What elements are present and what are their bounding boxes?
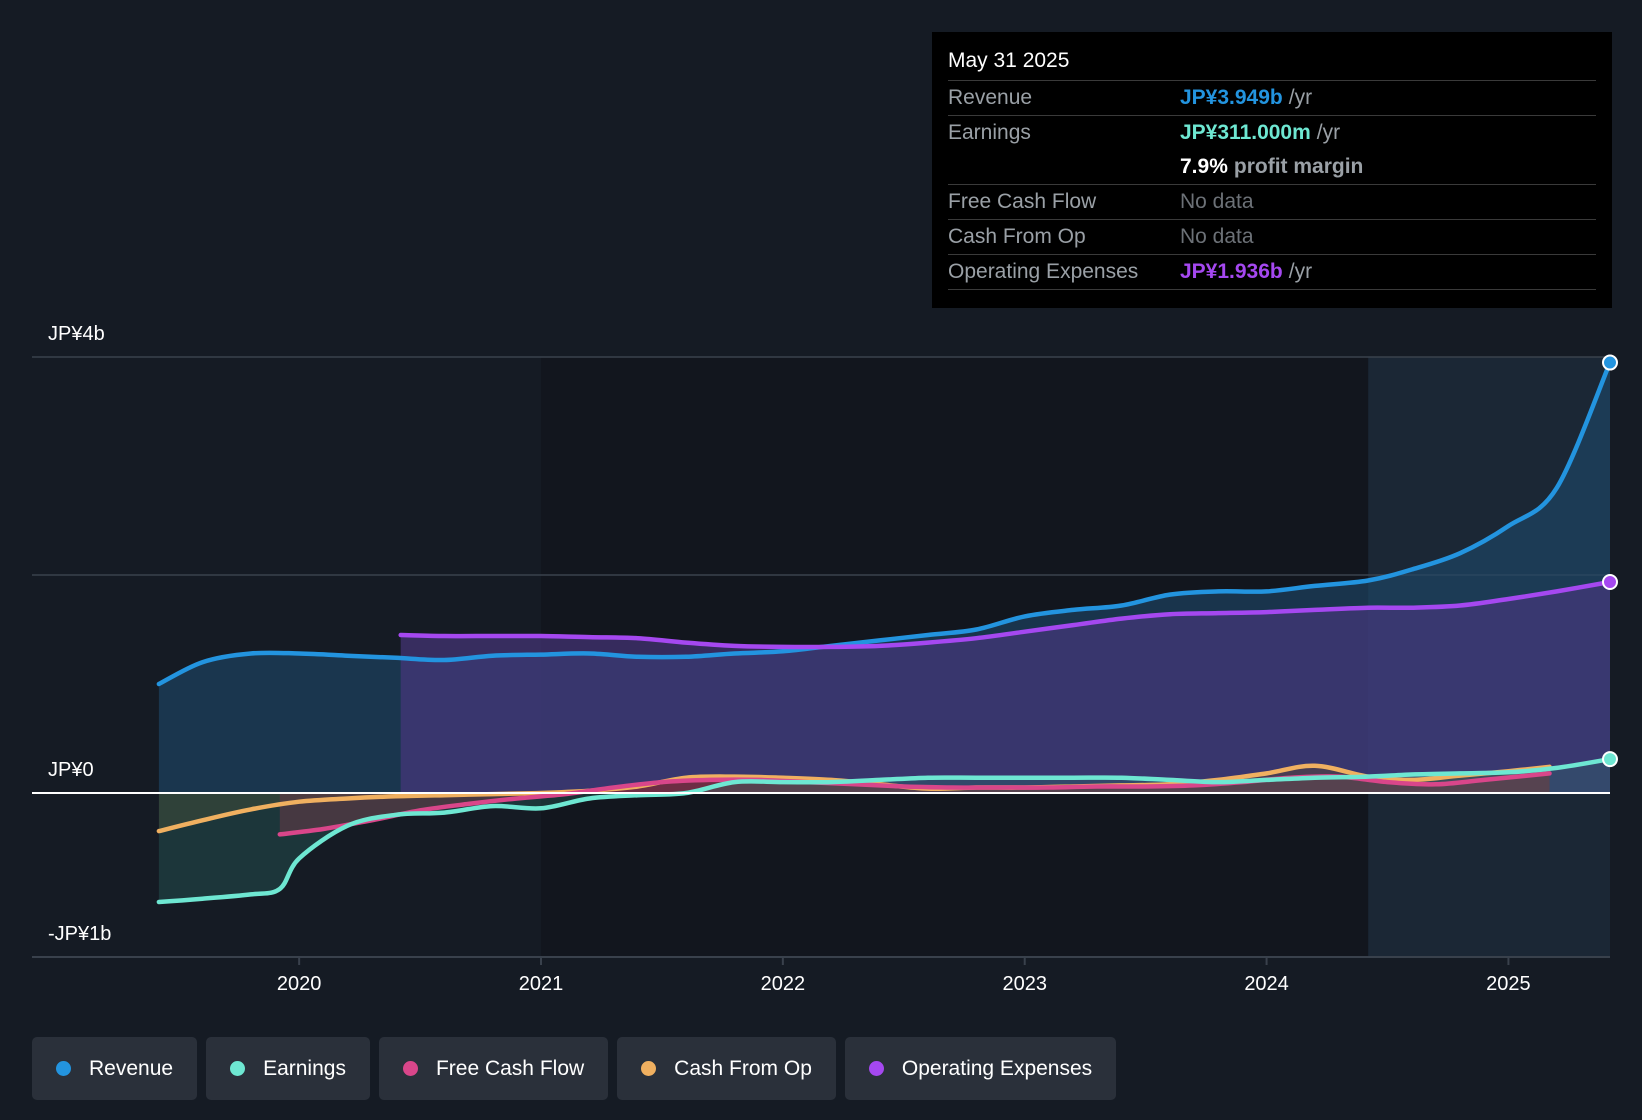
legend-item-operating-expenses[interactable]: Operating Expenses (844, 1037, 1117, 1100)
tooltip-unit-earnings: /yr (1316, 121, 1341, 144)
tooltip-value-cfo: No data (1180, 225, 1254, 248)
tooltip-label-earnings: Earnings (948, 121, 1031, 144)
tooltip-label-opex: Operating Expenses (948, 260, 1139, 283)
tooltip-row-fcf: Free Cash Flow No data (948, 185, 1596, 220)
opex-line (398, 579, 1613, 650)
legend-item-revenue[interactable]: Revenue (32, 1037, 198, 1100)
fcf-area (279, 773, 1550, 835)
x-tick-label-2022: 2022 (761, 973, 806, 995)
legend-label-operating-expenses: Operating Expenses (901, 1056, 1093, 1080)
legend-item-free-cash-flow[interactable]: Free Cash Flow (378, 1037, 609, 1100)
tooltip-value-fcf: No data (1180, 190, 1254, 213)
legend-item-cash-from-op[interactable]: Cash From Op (617, 1037, 836, 1100)
x-tick-label-2020: 2020 (277, 973, 322, 995)
tooltip-row-earnings: Earnings JP¥311.000m /yr (948, 116, 1596, 150)
tooltip-row-opex: Operating Expenses JP¥1.936b /yr (948, 255, 1596, 290)
tooltip-value-opex: JP¥1.936b (1180, 260, 1283, 283)
legend-dot-operating-expenses (868, 1061, 884, 1076)
y-label-zero: JP¥0 (48, 759, 94, 781)
tooltip-panel: May 31 2025 Revenue JP¥3.949b /yr Earnin… (932, 32, 1612, 308)
tooltip-unit-margin: profit margin (1233, 155, 1364, 178)
x-tick-label-2024: 2024 (1244, 973, 1289, 995)
earnings-line (156, 756, 1613, 905)
tooltip-label-cfo: Cash From Op (948, 225, 1086, 248)
tooltip-unit-revenue: /yr (1288, 86, 1313, 109)
legend-dot-earnings (230, 1061, 246, 1076)
legend-label-free-cash-flow: Free Cash Flow (435, 1056, 585, 1080)
tooltip-value-margin: 7.9% (1180, 155, 1228, 178)
x-tick-label-2021: 2021 (519, 973, 564, 995)
tooltip-unit-opex: /yr (1288, 260, 1313, 283)
legend: Revenue Earnings Free Cash Flow Cash Fro… (32, 1037, 1117, 1100)
tooltip-label-fcf: Free Cash Flow (948, 190, 1097, 213)
legend-label-revenue: Revenue (89, 1056, 174, 1080)
tooltip-row-cfo: Cash From Op No data (948, 220, 1596, 255)
legend-label-cash-from-op: Cash From Op (674, 1056, 812, 1080)
tooltip-row-margin: 7.9% profit margin (948, 150, 1596, 185)
y-label-top: JP¥4b (48, 323, 105, 345)
y-label-bottom: -JP¥1b (48, 923, 111, 945)
tooltip-row-revenue: Revenue JP¥3.949b /yr (948, 81, 1596, 116)
opex-end-marker (1602, 573, 1618, 590)
tooltip-value-earnings: JP¥311.000m (1180, 121, 1311, 144)
tooltip-value-revenue: JP¥3.949b (1180, 86, 1283, 109)
revenue-line (156, 360, 1613, 687)
x-tick-label-2023: 2023 (1002, 973, 1047, 995)
x-tick-label-2025: 2025 (1486, 973, 1531, 995)
tooltip-date: May 31 2025 (948, 46, 1596, 81)
revenue-end-marker (1602, 354, 1618, 371)
tooltip-label-revenue: Revenue (948, 86, 1033, 109)
earnings-end-marker (1602, 751, 1618, 768)
legend-dot-revenue (56, 1061, 71, 1076)
legend-dot-cash-from-op (641, 1061, 657, 1076)
opex-area (400, 582, 1611, 793)
legend-item-earnings[interactable]: Earnings (206, 1037, 370, 1100)
legend-dot-free-cash-flow (402, 1061, 418, 1076)
legend-label-earnings: Earnings (263, 1056, 346, 1080)
